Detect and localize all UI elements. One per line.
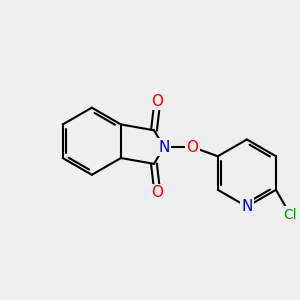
Text: O: O — [187, 140, 199, 154]
Text: Cl: Cl — [284, 208, 297, 221]
Text: N: N — [241, 199, 253, 214]
Text: N: N — [158, 140, 170, 154]
Text: O: O — [151, 94, 163, 109]
Text: O: O — [151, 185, 163, 200]
